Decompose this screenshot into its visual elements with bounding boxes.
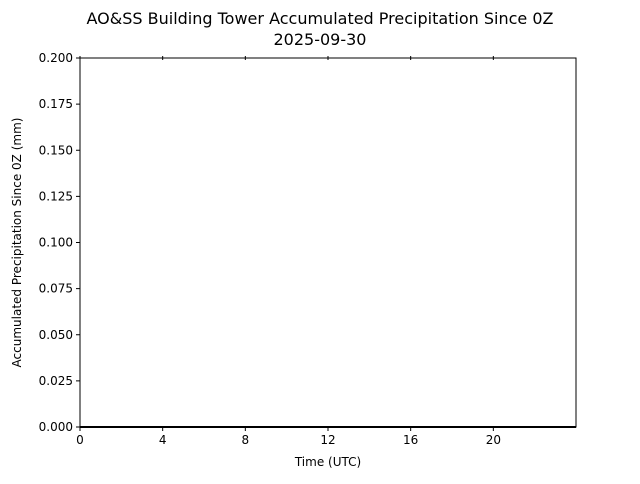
y-tick-label: 0.025 (39, 374, 73, 388)
plot-frame (79, 57, 577, 428)
plot-axes: 0 4 8 12 16 20 0.000 0.025 0.050 0.075 0.100 0.125 0… (39, 51, 501, 447)
chart-subtitle: 2025-09-30 (274, 30, 367, 49)
x-axis-label: Time (UTC) (294, 455, 361, 469)
y-tick-label: 0.000 (39, 420, 73, 434)
y-tick-label: 0.175 (39, 97, 73, 111)
chart-title: AO&SS Building Tower Accumulated Precipi… (87, 9, 554, 28)
y-tick-label: 0.075 (39, 282, 73, 296)
x-tick-label: 16 (403, 433, 418, 447)
x-tick-label: 12 (320, 433, 335, 447)
x-tick-label: 4 (159, 433, 167, 447)
y-tick-label: 0.200 (39, 51, 73, 65)
x-tick-label: 20 (486, 433, 501, 447)
x-tick-label: 0 (76, 433, 84, 447)
y-tick-label: 0.150 (39, 143, 73, 157)
y-axis-label: Accumulated Precipitation Since 0Z (mm) (10, 118, 24, 368)
x-tick-label: 8 (242, 433, 250, 447)
y-tick-label: 0.125 (39, 189, 73, 203)
y-tick-label: 0.100 (39, 236, 73, 250)
y-tick-label: 0.050 (39, 328, 73, 342)
